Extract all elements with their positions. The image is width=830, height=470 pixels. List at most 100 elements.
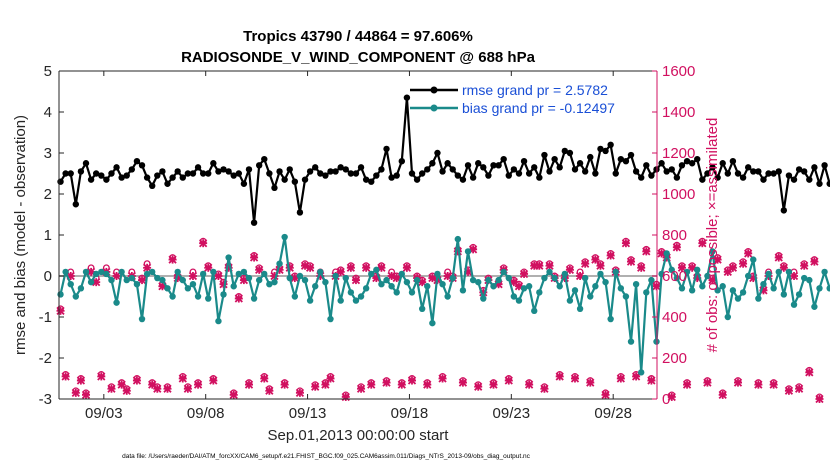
x-tick-label: 09/13 [289,405,327,422]
assimilated-marker [800,261,809,270]
rmse-point [138,162,146,169]
rmse-point [352,170,360,177]
rmse-point [795,166,803,173]
y2-tick-label: 200 [662,350,687,367]
bias-point [627,338,635,345]
rmse-point [729,158,737,165]
assimilated-marker [570,374,580,383]
rmse-point [515,170,523,177]
assimilated-marker [744,249,753,258]
rmse-point [541,151,548,159]
assimilated-marker [652,282,661,291]
assimilated-marker [667,392,676,402]
bias-point [347,289,355,296]
bias-point [581,274,589,282]
assimilated-marker [193,380,203,389]
y-tick-label: 5 [44,63,52,80]
bias-point [383,276,390,284]
assimilated-marker [769,380,778,389]
bias-point [266,281,273,288]
rmse-point [678,162,686,169]
assimilated-marker [407,376,417,385]
bias-point [719,283,726,290]
bias-point [352,297,360,304]
x-tick-label: 09/08 [187,405,225,422]
bias-point [103,270,110,278]
rmse-point [688,160,696,167]
rmse-point [332,168,339,175]
rmse-point [149,182,156,189]
assimilated-marker [142,263,152,272]
rmse-point [704,170,711,177]
bias-point [357,293,365,300]
rmse-point [520,158,528,165]
rmse-point [72,201,80,208]
rmse-point [92,170,100,177]
legend-bias-marker [430,104,438,112]
bias-point [92,270,100,278]
assimilated-marker [367,380,376,389]
rmse-point [566,149,574,157]
y2-tick-label: 600 [662,268,687,285]
rmse-point [250,219,258,226]
rmse-point [357,164,365,171]
bias-point [464,248,472,255]
rmse-point [464,162,472,169]
rmse-point [408,170,416,177]
rmse-point [312,164,319,171]
bias-point [281,233,288,241]
rmse-point [159,168,166,175]
bias-point [658,270,665,278]
bias-point [87,278,95,286]
rmse-point [154,172,161,179]
rmse-point [770,170,777,177]
assimilated-marker [774,253,783,262]
rmse-point [240,180,248,187]
rmse-point [230,172,237,179]
assimilated-marker [565,265,575,274]
bias-point [536,289,543,296]
bias-point [485,276,492,284]
assimilated-marker [504,376,513,385]
rmse-point [439,168,446,175]
bias-point [138,315,146,323]
assimilated-marker [255,265,264,274]
bias-point [520,285,528,292]
y-axis-label: rmse and bias (model - observation) [12,115,29,355]
rmse-point [536,174,543,181]
rmse-point [724,170,732,177]
assimilated-marker [626,257,636,266]
bias-point [531,307,538,315]
rmse-point [699,176,706,183]
rmse-point [638,174,645,181]
bias-point [811,303,818,310]
bias-point [98,268,105,276]
rmse-point [500,155,507,163]
assimilated-marker [188,271,198,281]
assimilated-marker [362,263,371,272]
bias-point [480,295,487,302]
bias-point [551,274,558,282]
assimilated-marker [718,390,727,400]
rmse-point [750,168,757,175]
y2-tick-label: 400 [662,309,687,326]
assimilated-marker [326,374,335,383]
rmse-point [169,174,176,181]
bias-point [82,268,90,276]
bias-point [694,266,701,274]
assimilated-marker [244,380,254,389]
assimilated-marker [581,259,590,268]
assimilated-marker [61,372,70,381]
rmse-point [612,170,619,177]
bias-point [597,270,604,278]
bias-point [541,274,548,282]
assimilated-marker [601,390,610,400]
bias-point [490,283,497,290]
bias-point [62,268,69,276]
assimilated-marker [728,263,738,272]
bias-point [617,285,625,292]
rmse-point [286,166,293,173]
assimilated-marker [137,275,147,285]
legend-rmse-label: rmse grand pr = 2.5782 [462,82,608,98]
